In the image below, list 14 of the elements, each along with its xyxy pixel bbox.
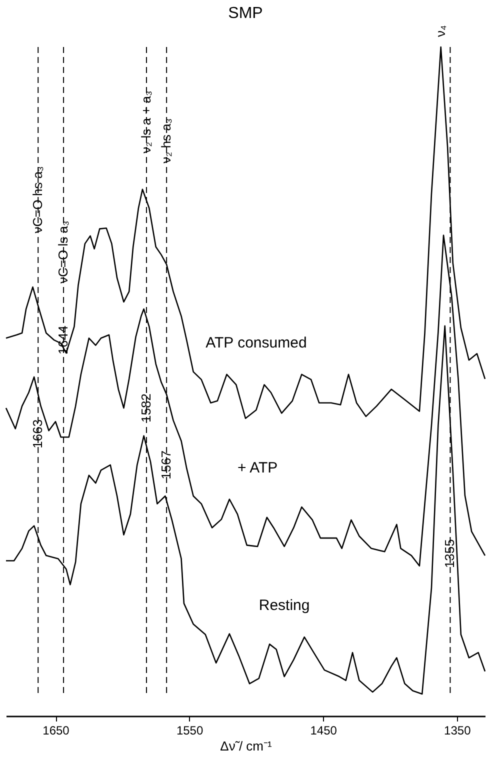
annotation: ν₄ (432, 25, 448, 37)
x-tick-label: 1450 (310, 724, 338, 738)
annotation: 1582 (138, 394, 154, 422)
series-label: + ATP (237, 459, 278, 476)
annotation: 1355 (442, 539, 458, 568)
x-tick-label: 1350 (444, 724, 472, 738)
series-label: ATP consumed (206, 334, 307, 352)
x-tick-label: 1550 (176, 724, 204, 738)
annotation: 1663 (30, 419, 46, 448)
chart-title: SMP (228, 5, 263, 22)
x-axis-title: Δν̃ / cm⁻¹ (220, 738, 273, 754)
annotation: 1567 (158, 450, 174, 480)
x-tick-label: 1650 (42, 724, 70, 738)
series-label: Resting (258, 597, 310, 614)
